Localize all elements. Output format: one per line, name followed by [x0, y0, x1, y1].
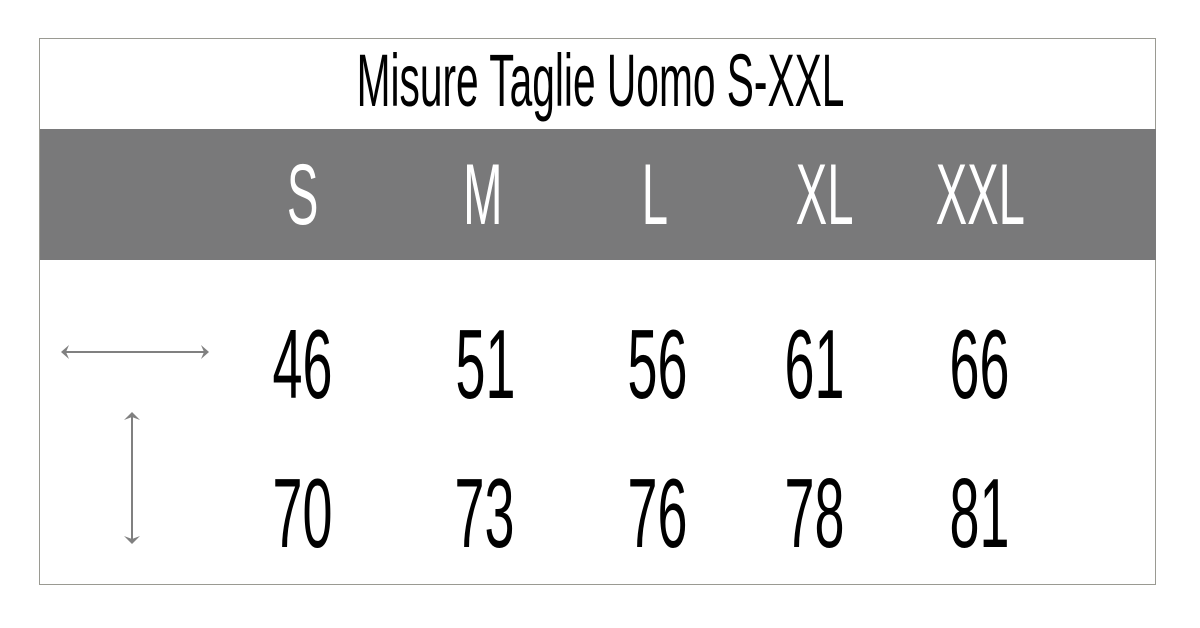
chest-value-xl: 61 [785, 309, 845, 419]
chest-value-l: 56 [628, 309, 688, 419]
chart-title: Misure Taglie Uomo S-XXL [0, 36, 1200, 126]
chest-value-m: 51 [456, 309, 516, 419]
size-header-m: M [463, 147, 503, 243]
length-value-s: 70 [273, 458, 333, 568]
size-header-s: S [287, 147, 319, 243]
size-header-l: L [641, 147, 669, 243]
length-value-l: 76 [628, 458, 688, 568]
size-header-xxl: XXL [935, 147, 1025, 243]
length-value-m: 73 [455, 458, 515, 568]
horizontal-width-arrow-icon [61, 345, 209, 359]
size-header-band [40, 129, 1156, 260]
chest-value-xxl: 66 [950, 309, 1010, 419]
vertical-length-arrow-icon [124, 412, 140, 544]
length-value-xxl: 81 [950, 458, 1010, 568]
length-value-xl: 78 [785, 458, 845, 568]
title-text: Misure Taglie Uomo S-XXL [356, 39, 844, 122]
size-chart-frame [39, 38, 1156, 585]
chest-value-s: 46 [273, 309, 333, 419]
size-header-xl: XL [796, 147, 854, 243]
